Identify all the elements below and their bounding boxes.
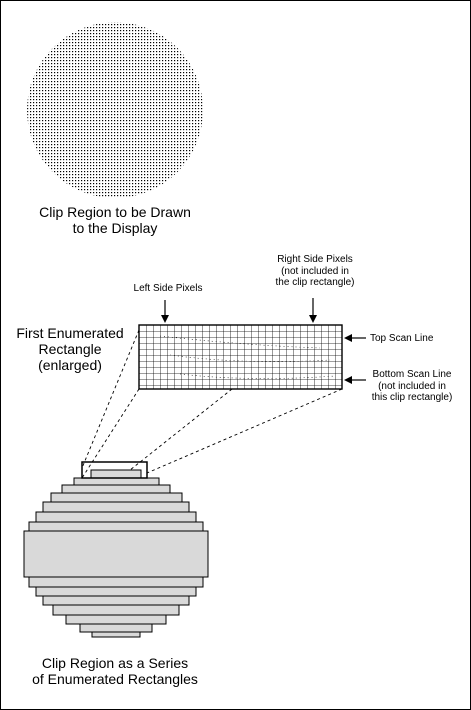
enumerated-rectangles [23,469,209,638]
top-caption-line-1: Clip Region to be Drawn [39,204,191,220]
clip-region-circle [27,22,203,198]
enlarged-rectangle-border [138,324,343,390]
top-scan-line-label: Top Scan Line [370,333,434,344]
right-side-pixels-label: Right Side Pixels (not included in the c… [275,254,355,288]
bottom-scan-line-label: Bottom Scan Line (not included in this c… [371,369,453,403]
first-rect-label: First Enumerated Rectangle (enlarged) [16,325,124,374]
enlarged-rectangle-grid [139,325,342,389]
bottom-caption: Clip Region as a Series of Enumerated Re… [32,655,198,688]
left-side-pixels-label: Left Side Pixels [133,283,203,294]
first-rectangle-outline [81,461,148,479]
top-circle-caption: Clip Region to be Drawn to the Display [15,204,215,236]
top-caption-line-2: to the Display [72,220,158,237]
projection-lines [81,329,343,479]
region-curve-hint [159,335,336,379]
